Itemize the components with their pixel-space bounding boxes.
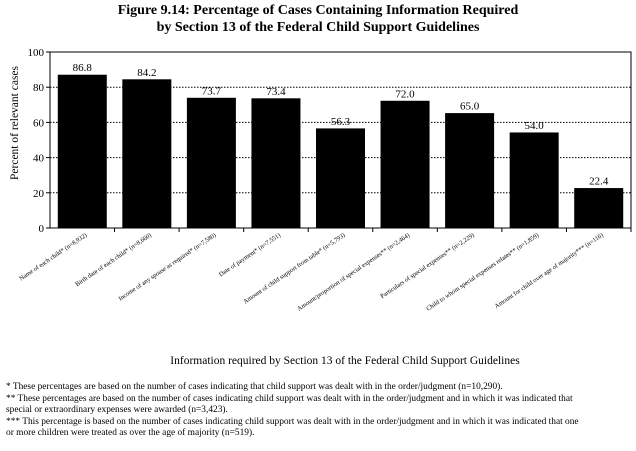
data-label: 65.0 [460,101,480,113]
bar [186,97,236,229]
category-label: Amount for child over age of majority***… [494,232,605,310]
footnote-line: special or extraordinary expenses were a… [6,405,228,415]
footnotes: * These percentages are based on the num… [6,382,634,440]
data-label: 54.0 [525,120,545,132]
footnote-line: *** This percentage is based on the numb… [6,416,579,427]
title-line-1: Figure 9.14: Percentage of Cases Contain… [117,3,519,18]
footnote-line: or more children were treated as over th… [6,428,255,438]
figure-title: Figure 9.14: Percentage of Cases Contain… [0,2,636,36]
y-axis-title: Percent of relevant cases [9,65,21,180]
y-tick-label: 40 [33,153,45,165]
bar [509,132,559,229]
y-tick-label: 0 [39,223,45,235]
category-label: Amount of child support from table* (n=5… [242,232,346,306]
y-tick-label: 80 [33,82,45,94]
category-label: Child to whom special expenses relates**… [425,232,540,313]
bar [251,98,301,229]
y-tick-label: 60 [33,117,45,129]
plot-frame [49,51,632,229]
bar [380,100,430,229]
data-label: 22.4 [589,176,609,188]
category-label: Date of payment* (n=7,551) [218,232,282,279]
data-label: 86.8 [73,62,93,74]
category-label: Name of each child* (n=8,932) [18,232,88,283]
data-label: 56.3 [331,116,351,128]
data-label: 72.0 [395,88,415,100]
y-tick-label: 20 [33,188,45,200]
bar [316,128,365,229]
bar-chart: 0 20 40 60 80 100 86.8 Name of each child* (n=… [9,47,632,367]
data-label: 73.7 [202,85,222,97]
bar [574,188,624,229]
bar [57,74,107,229]
data-label: 73.4 [266,86,286,98]
title-line-2: by Section 13 of the Federal Child Suppo… [156,20,480,35]
footnote-line: * These percentages are based on the num… [6,382,503,392]
bar [122,79,172,229]
category-label: Amount/proportion of special expenses** … [296,232,411,313]
footnote-line: ** These percentages are based on the nu… [6,393,573,404]
data-label: 84.2 [137,67,156,79]
bar [445,113,495,229]
x-axis-title: Information required by Section 13 of th… [170,355,520,367]
y-tick-label: 100 [28,47,45,59]
